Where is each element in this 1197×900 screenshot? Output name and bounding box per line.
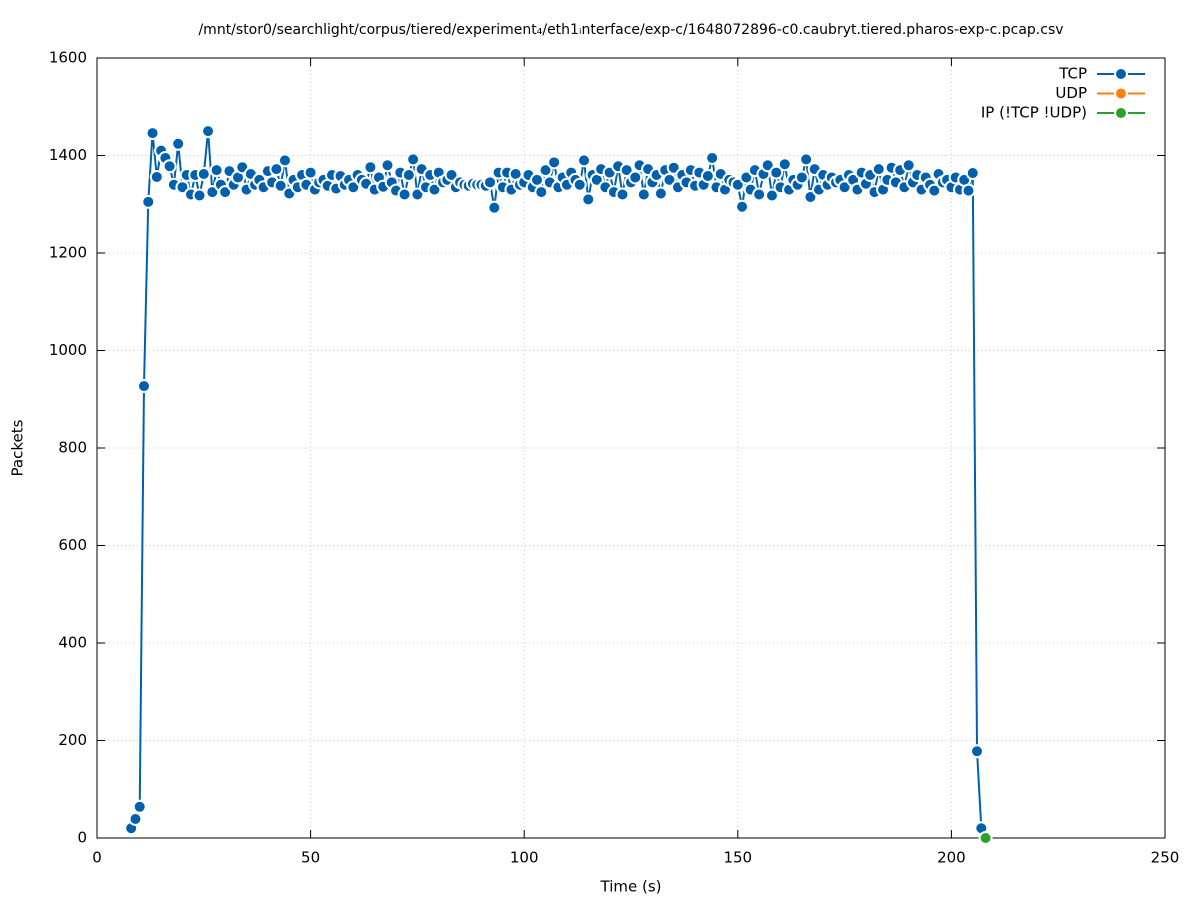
data-point	[487, 200, 502, 215]
data-point	[628, 170, 643, 185]
data-point	[145, 126, 160, 141]
data-point	[547, 155, 562, 170]
data-point	[769, 165, 784, 180]
legend-swatch-marker	[1114, 106, 1128, 120]
data-point	[965, 166, 980, 181]
data-point	[128, 811, 143, 826]
data-point	[427, 182, 442, 197]
data-point	[192, 188, 207, 203]
data-point	[572, 177, 587, 192]
data-point	[218, 185, 233, 200]
data-point	[794, 170, 809, 185]
y-tick-label: 1200	[49, 244, 87, 262]
data-point	[760, 158, 775, 173]
data-point	[739, 170, 754, 185]
data-point	[662, 172, 677, 187]
data-point	[799, 152, 814, 167]
data-point	[837, 180, 852, 195]
data-point	[700, 168, 715, 183]
data-point	[871, 162, 886, 177]
data-point	[927, 183, 942, 198]
data-point	[141, 194, 156, 209]
legend-label: IP (!TCP !UDP)	[981, 104, 1087, 122]
data-point	[171, 136, 186, 151]
y-tick-label: 600	[58, 536, 87, 554]
data-point	[273, 178, 288, 193]
data-point	[410, 187, 425, 202]
data-point	[269, 162, 284, 177]
data-point	[961, 183, 976, 198]
legend-swatch-marker	[1114, 67, 1128, 81]
data-point	[201, 124, 216, 139]
data-point	[901, 158, 916, 173]
data-point	[132, 799, 147, 814]
y-tick-label: 1600	[49, 49, 87, 67]
chart-title: /mnt/stor0/searchlight/corpus/tiered/exp…	[198, 22, 1063, 38]
data-point	[444, 168, 459, 182]
x-axis-label: Time (s)	[600, 878, 662, 896]
y-tick-label: 1400	[49, 146, 87, 164]
data-point	[534, 185, 549, 200]
data-point	[705, 150, 720, 165]
data-point	[777, 157, 792, 172]
data-point	[149, 169, 164, 184]
data-point	[397, 187, 412, 202]
x-tick-label: 250	[1151, 849, 1180, 867]
y-tick-label: 200	[58, 731, 87, 749]
data-point	[803, 189, 818, 204]
x-tick-label: 50	[301, 849, 320, 867]
y-tick-label: 400	[58, 634, 87, 652]
x-tick-label: 150	[723, 849, 752, 867]
data-point	[764, 188, 779, 203]
data-point	[277, 153, 292, 168]
data-point	[401, 168, 416, 182]
data-point	[175, 180, 190, 195]
data-point	[615, 187, 630, 202]
y-axis-label: Packets	[9, 419, 27, 476]
data-point	[162, 159, 177, 174]
data-point	[636, 187, 651, 202]
data-point	[970, 744, 985, 759]
data-point	[303, 165, 318, 180]
data-point	[363, 160, 378, 175]
legend-label: TCP	[1058, 65, 1087, 83]
data-point	[483, 175, 498, 190]
x-tick-label: 100	[510, 849, 539, 867]
data-point	[538, 163, 553, 178]
legend-swatch-marker	[1114, 86, 1128, 101]
data-point	[653, 186, 668, 201]
data-point	[730, 177, 745, 192]
data-point	[978, 831, 993, 845]
data-point	[666, 160, 681, 175]
data-point	[530, 172, 545, 187]
data-point	[581, 192, 596, 207]
y-tick-label: 800	[58, 439, 87, 457]
y-tick-label: 1000	[49, 341, 87, 359]
data-point	[196, 167, 211, 182]
data-point	[752, 187, 767, 202]
x-tick-label: 200	[937, 849, 966, 867]
legend-label: UDP	[1055, 84, 1087, 102]
data-point	[406, 152, 421, 167]
y-tick-label: 0	[77, 829, 87, 847]
data-point	[619, 163, 634, 178]
data-point	[209, 163, 224, 178]
data-point	[380, 158, 395, 173]
data-point	[735, 199, 750, 214]
data-point	[577, 153, 592, 168]
data-point	[136, 379, 151, 394]
x-tick-label: 0	[92, 849, 102, 867]
data-point	[346, 180, 361, 195]
